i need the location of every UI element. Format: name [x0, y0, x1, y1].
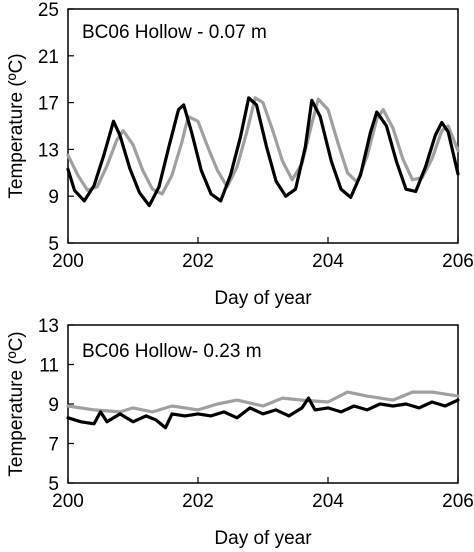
x-tick-label: 206 — [442, 491, 474, 512]
y-tick-label: 5 — [48, 474, 59, 495]
tick-layer: 5 9 13 17 21 25 200 202 204 206 — [38, 0, 474, 272]
y-tick-label: 9 — [48, 395, 59, 416]
y-tick-label: 25 — [38, 0, 59, 21]
y-tick-label: 11 — [39, 356, 59, 377]
x-tick-label: 200 — [52, 251, 84, 272]
y-tick-label: 13 — [38, 140, 59, 161]
y-tick-label: 17 — [38, 94, 59, 115]
chart-annotation: BC06 Hollow - 0.07 m — [82, 22, 267, 43]
x-tick-label: 206 — [442, 251, 474, 272]
y-tick-label: 21 — [38, 47, 59, 68]
y-tick-label: 13 — [38, 316, 59, 337]
series-line-black — [66, 96, 460, 208]
y-tick-label: 5 — [48, 234, 59, 255]
y-axis-label: Temperature (ºC) — [6, 53, 27, 198]
x-axis-label: Day of year — [214, 288, 312, 309]
tick-layer: 5 7 9 11 13 200 202 204 206 — [38, 316, 474, 512]
series-line-gray — [66, 390, 460, 414]
series-line-gray — [66, 96, 460, 196]
chart-panel-top: BC06 Hollow - 0.07 m Day of year Tempera… — [6, 0, 474, 309]
series-layer — [66, 390, 460, 430]
x-tick-label: 202 — [182, 491, 214, 512]
series-line-black — [66, 396, 460, 430]
x-tick-label: 200 — [52, 491, 84, 512]
chart-panel-bottom: BC06 Hollow- 0.23 m Day of year Temperat… — [6, 316, 474, 549]
chart-annotation: BC06 Hollow- 0.23 m — [82, 341, 262, 362]
y-tick-label: 9 — [48, 187, 59, 208]
y-axis-label: Temperature (ºC) — [6, 331, 27, 476]
x-tick-label: 202 — [182, 251, 214, 272]
x-tick-label: 204 — [312, 491, 344, 512]
x-tick-label: 204 — [312, 251, 344, 272]
x-axis-label: Day of year — [214, 528, 312, 549]
series-layer — [66, 96, 460, 208]
plot-frame — [67, 8, 459, 244]
y-tick-label: 7 — [48, 435, 59, 456]
